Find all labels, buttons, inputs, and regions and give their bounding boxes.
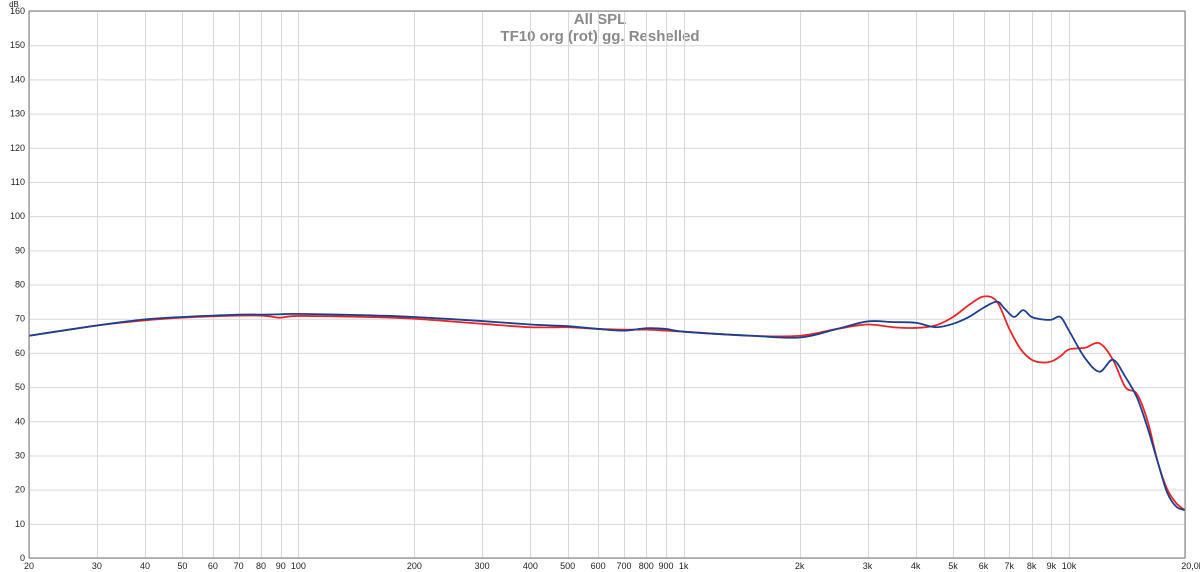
x-tick-label: 600 (591, 561, 606, 571)
x-tick-label: 20,0k Hz (1181, 561, 1200, 571)
x-tick-label: 60 (208, 561, 218, 571)
x-tick-label: 50 (177, 561, 187, 571)
series-line-1 (28, 295, 1186, 511)
y-tick-label: 20 (15, 485, 25, 495)
y-tick-label: 140 (10, 74, 25, 84)
y-tick-label: 10 (15, 519, 25, 529)
x-tick-label: 9k (1047, 561, 1057, 571)
x-tick-label: 6k (979, 561, 989, 571)
x-tick-label: 30 (92, 561, 102, 571)
y-tick-label: 150 (10, 40, 25, 50)
grid (29, 11, 1186, 559)
x-tick-label: 2k (795, 561, 805, 571)
y-tick-label: 70 (15, 314, 25, 324)
chart-title: All SPL (574, 11, 627, 28)
x-tick-label: 90 (276, 561, 286, 571)
x-tick-label: 400 (523, 561, 538, 571)
series-line-2 (28, 300, 1186, 512)
x-tick-label: 80 (256, 561, 266, 571)
x-tick-label: 100 (291, 561, 306, 571)
x-axis-tick-labels: 20 30 40 50 60 70 80 90 100 200 300 400 500 600 700 800… (24, 561, 1200, 571)
y-axis-unit-label: dB (9, 0, 19, 9)
y-tick-label: 130 (10, 109, 25, 119)
x-tick-label: 40 (140, 561, 150, 571)
x-tick-label: 500 (560, 561, 575, 571)
y-tick-label: 0 (20, 553, 25, 563)
x-tick-label: 900 (659, 561, 674, 571)
x-tick-label: 800 (639, 561, 654, 571)
plot-frame (28, 10, 1186, 559)
x-tick-label: 3k (863, 561, 873, 571)
y-tick-label: 110 (11, 177, 25, 187)
x-tick-label: 70 (234, 561, 244, 571)
x-tick-label: 5k (948, 561, 958, 571)
y-tick-label: 80 (15, 280, 25, 290)
x-tick-label: 7k (1005, 561, 1015, 571)
y-tick-label: 50 (15, 382, 25, 392)
y-tick-label: 90 (15, 245, 25, 255)
y-tick-label: 30 (15, 450, 25, 460)
y-tick-label: 120 (10, 143, 25, 153)
x-tick-label: 1k (679, 561, 689, 571)
chart-subtitle: TF10 org (rot) gg. Reshelled (500, 28, 699, 45)
x-tick-label: 8k (1027, 561, 1037, 571)
x-tick-label: 700 (616, 561, 631, 571)
y-tick-label: 160 (10, 6, 25, 16)
series-lines (28, 295, 1186, 512)
x-tick-label: 10k (1062, 561, 1077, 571)
x-tick-label: 300 (475, 561, 490, 571)
y-tick-label: 100 (10, 211, 25, 221)
y-tick-label: 40 (15, 416, 25, 426)
y-tick-label: 60 (15, 348, 25, 358)
x-tick-label: 20 (24, 561, 34, 571)
x-tick-label: 200 (407, 561, 422, 571)
x-tick-label: 4k (911, 561, 921, 571)
y-axis-tick-labels: 0 10 20 30 40 50 60 70 80 90 100 110 120 130 140 150 160 (10, 6, 25, 563)
